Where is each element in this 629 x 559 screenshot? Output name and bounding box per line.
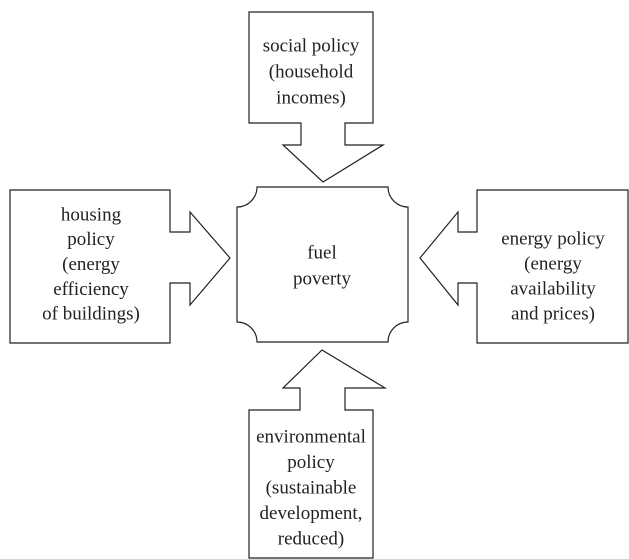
node-label: housing (61, 204, 122, 225)
node-label: (energy (524, 253, 582, 274)
node-label: poverty (293, 268, 352, 289)
node-label: of buildings) (42, 304, 140, 325)
node-label: reduced) (278, 528, 344, 549)
top-box-arrow (248, 11, 386, 183)
node-label: (energy (62, 254, 120, 275)
bottom-box-arrow (248, 349, 388, 559)
node-label: environmental (256, 426, 366, 447)
node-label: (sustainable (266, 477, 357, 498)
node-label: (household (269, 61, 354, 82)
right-box-arrow (419, 189, 629, 344)
node-label: policy (287, 452, 335, 473)
node-label: social policy (263, 35, 360, 56)
node-label: efficiency (53, 279, 129, 300)
node-label: policy (67, 229, 115, 250)
center-shape (236, 186, 409, 343)
node-label: and prices) (511, 303, 595, 324)
node-label: incomes) (276, 87, 346, 108)
left-box-arrow (9, 189, 231, 344)
node-label: fuel (307, 242, 337, 263)
node-label: development, (260, 503, 363, 524)
labels: fuel poverty social policy (household income… (42, 35, 605, 549)
node-label: energy policy (501, 228, 605, 249)
node-label: availability (510, 278, 596, 299)
